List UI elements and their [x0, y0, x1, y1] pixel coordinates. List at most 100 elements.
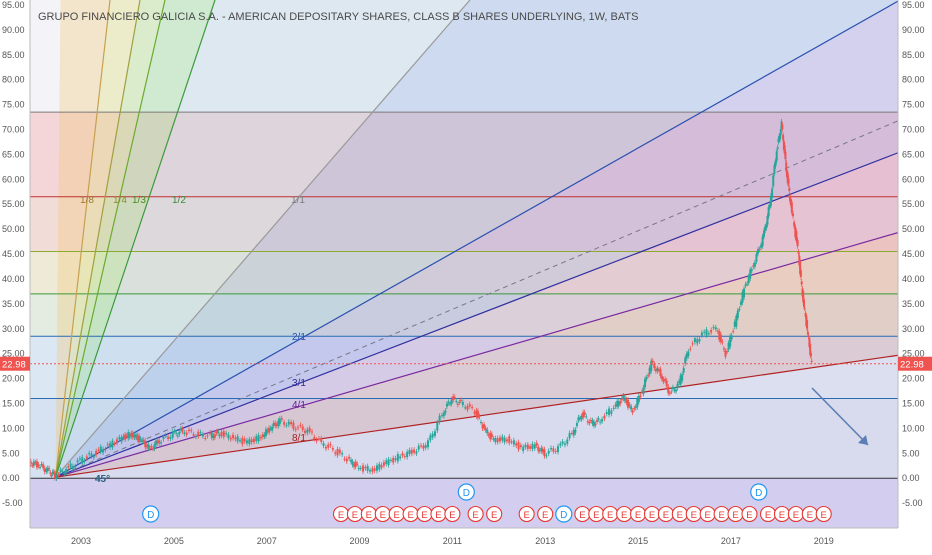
- candle-body: [308, 427, 311, 432]
- candle-body: [139, 438, 142, 440]
- candle-body: [243, 438, 246, 442]
- candle-body: [522, 446, 525, 451]
- candle-body: [582, 412, 585, 418]
- candle-body: [136, 435, 139, 440]
- candle-body: [297, 427, 300, 429]
- candle-body: [246, 440, 248, 444]
- candle-body: [113, 443, 116, 445]
- candle-body: [153, 444, 156, 449]
- y-tick-label-right: 5.00: [902, 448, 920, 458]
- candle-body: [227, 434, 230, 439]
- candle-body: [471, 406, 474, 408]
- candle-body: [793, 222, 796, 227]
- candle-body: [547, 450, 550, 454]
- candle-body: [255, 436, 258, 442]
- candle-body: [382, 462, 385, 466]
- earnings-marker: [741, 505, 758, 523]
- candle-body: [647, 375, 650, 377]
- candle-body: [782, 134, 785, 140]
- candle-body: [134, 434, 137, 438]
- candle-body: [668, 392, 671, 394]
- candle-body: [453, 396, 456, 398]
- candle-body: [92, 456, 95, 458]
- candle-body: [283, 422, 286, 425]
- earnings-marker-label: E: [779, 510, 785, 521]
- candle-body: [429, 435, 432, 441]
- candle-body: [538, 450, 541, 452]
- candle-body: [162, 436, 165, 440]
- candle-body: [440, 415, 443, 417]
- candle-body: [250, 439, 253, 443]
- candle-body: [645, 377, 648, 380]
- earnings-marker: [518, 505, 535, 523]
- y-tick-label-left: 50.00: [2, 224, 25, 234]
- y-tick-label-left: 0.00: [2, 473, 20, 483]
- candle-body: [220, 432, 223, 436]
- candle-body: [743, 288, 746, 298]
- candle-body: [39, 466, 42, 468]
- candle-body: [767, 207, 770, 217]
- candle-body: [155, 440, 158, 445]
- candle-body: [133, 434, 136, 438]
- candle-body: [336, 448, 339, 456]
- earnings-marker-label: E: [807, 510, 813, 521]
- candle-body: [764, 226, 767, 231]
- candle-body: [631, 410, 634, 413]
- candle-body: [97, 449, 100, 451]
- earnings-marker-label: E: [607, 510, 613, 521]
- earnings-marker-label: E: [621, 510, 627, 521]
- candle-body: [580, 416, 583, 420]
- y-tick-label-left: 65.00: [2, 149, 25, 159]
- candle-body: [48, 468, 51, 470]
- earnings-marker-label: E: [338, 510, 344, 521]
- y-tick-label-right: 90.00: [902, 25, 925, 35]
- dividend-marker: [457, 483, 475, 501]
- candle-body: [348, 456, 351, 459]
- x-tick-label: 2013: [535, 536, 555, 546]
- candle-body: [50, 475, 53, 477]
- candle-body: [752, 265, 755, 267]
- candle-body: [338, 449, 341, 454]
- earnings-marker-label: E: [472, 510, 478, 521]
- candle-body: [603, 415, 606, 419]
- candle-body: [718, 331, 721, 340]
- candle-body: [563, 443, 566, 445]
- fan-ray: [55, 0, 471, 478]
- candle-body: [452, 396, 455, 401]
- candle-body: [739, 301, 742, 305]
- candle-body: [290, 421, 293, 425]
- candle-body: [481, 424, 484, 429]
- candle-body: [466, 405, 469, 410]
- candle-body: [490, 433, 493, 438]
- candle-body: [464, 407, 467, 409]
- candle-body: [732, 331, 735, 333]
- candle-body: [599, 421, 602, 423]
- candle-body: [269, 428, 272, 430]
- candle-body: [272, 422, 275, 426]
- y-tick-label-right: 60.00: [902, 174, 925, 184]
- candle-body: [192, 434, 195, 436]
- y-tick-label-left: 15.00: [2, 398, 25, 408]
- earnings-marker-label: E: [435, 510, 441, 521]
- candle-body: [259, 437, 262, 439]
- candle-body: [529, 446, 532, 449]
- candle-body: [310, 431, 313, 433]
- candle-body: [59, 469, 62, 471]
- candle-body: [90, 453, 93, 457]
- chart-labels: GRUPO FINANCIERO GALICIA S.A. - AMERICAN…: [38, 11, 638, 485]
- candle-body: [366, 466, 369, 471]
- candle-body: [610, 410, 613, 414]
- candle-body: [738, 308, 741, 310]
- candle-body: [225, 433, 228, 435]
- candle-body: [306, 429, 309, 433]
- candle-body: [128, 434, 131, 438]
- candle-body: [637, 396, 640, 403]
- candle-body: [183, 432, 186, 434]
- candle-body: [592, 421, 595, 426]
- candle-body: [371, 468, 374, 472]
- candle-body: [766, 215, 769, 225]
- candle-body: [494, 438, 497, 443]
- candle-body: [570, 432, 573, 434]
